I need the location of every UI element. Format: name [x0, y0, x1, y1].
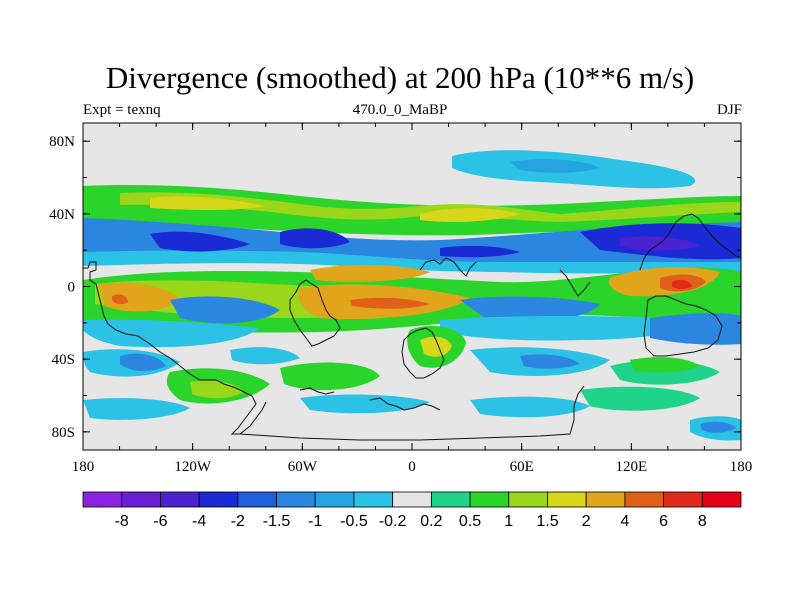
colorbar-label: -1 [308, 513, 322, 530]
colorbar-swatch [508, 491, 548, 508]
colorbar-label: 1.5 [536, 513, 558, 530]
experiment-label: Expt = texnq [83, 102, 161, 118]
tropic-blue-pacific [170, 296, 280, 324]
x-tick-label: 60E [510, 459, 534, 475]
y-axis: 80N 40N 0 40S 80S [49, 134, 741, 441]
colorbar-label: -8 [115, 513, 129, 530]
coastline-africa [401, 327, 445, 379]
north-lightgreen-band [120, 192, 741, 222]
south-cyan-6 [470, 396, 590, 418]
tropic-yellow-west [98, 282, 180, 312]
south-green-4 [630, 357, 700, 373]
south-blue-1 [120, 353, 166, 372]
colorbar-swatch [314, 491, 355, 508]
coastline-antarctica [239, 385, 585, 441]
arctic-blue-patch [510, 159, 600, 173]
north-blue-band [83, 218, 741, 269]
north-cyan-edge [83, 250, 741, 274]
north-darkblue-2 [280, 228, 350, 249]
colorbar-swatch [547, 491, 587, 508]
north-darkblue-4 [440, 245, 520, 258]
coastline-east-asia [639, 213, 741, 271]
south-africa-yellow [420, 336, 452, 357]
south-green-2 [280, 362, 380, 391]
colorbar-swatch [237, 491, 277, 508]
coastline-americas [83, 261, 267, 435]
colorbar: -8 -6 -4 -2 -1.5 -1 -0.5 -0.2 0.2 0.5 1 1.5 2 4 6 8 [82, 491, 742, 530]
colorbar-label: -0.2 [379, 513, 407, 530]
coastline-india [559, 269, 591, 297]
colorbar-label: 2 [582, 513, 591, 530]
coastline-small-2 [299, 387, 335, 395]
colorbar-swatch [121, 491, 161, 508]
x-tick-label: 0 [408, 459, 416, 475]
colorbar-swatch [663, 491, 703, 508]
period-label: 470.0_0_MaBP [352, 102, 448, 118]
y-tick-label: 80N [49, 134, 75, 150]
south-cyan-4 [83, 398, 190, 420]
x-tick-label: 180 [730, 459, 753, 475]
north-darkblue-1 [150, 231, 250, 252]
south-green-5 [580, 386, 700, 411]
y-tick-label: 40S [52, 352, 75, 368]
north-yellow-blob [150, 196, 265, 210]
coastline-europe-asia [419, 257, 477, 277]
tropic-cyan-pacific [83, 319, 260, 348]
x-tick-label: 120W [174, 459, 212, 475]
colorbar-label: -6 [153, 513, 167, 530]
x-tick-label: 120E [615, 459, 647, 475]
colorbar-label: 1 [504, 513, 513, 530]
tropic-orange-upper [310, 264, 430, 282]
y-tick-label: 80S [52, 425, 75, 441]
tropic-blue-east [650, 313, 741, 345]
colorbar-label: -4 [192, 513, 206, 530]
colorbar-swatch [198, 491, 239, 508]
south-cyan-5 [300, 394, 430, 414]
colorbar-swatch [353, 491, 394, 508]
tropic-cyan-indian [440, 316, 700, 341]
colorbar-swatch [392, 491, 432, 508]
tropic-red-streak [350, 297, 430, 309]
colorbar-swatch [624, 491, 664, 508]
south-blue-3 [520, 354, 580, 369]
colorbar-swatch [160, 491, 200, 508]
coastline-small-1 [369, 397, 441, 411]
x-tick-label: 180 [72, 459, 95, 475]
colorbar-label: 6 [659, 513, 668, 530]
tropic-hot-core [672, 279, 692, 289]
colorbar-label: 0.2 [420, 513, 442, 530]
south-lime-1 [190, 380, 244, 399]
south-cyan-2 [230, 347, 300, 365]
south-blue-7 [700, 421, 736, 433]
x-axis: 180 120W 60W 0 60E 120E 180 [72, 123, 753, 475]
coastline-australia [643, 295, 723, 357]
colorbar-swatch [82, 491, 123, 508]
colorbar-swatch [585, 491, 626, 508]
colorbar-label: -2 [231, 513, 245, 530]
colorbar-swatch [276, 491, 316, 508]
colorbar-label: -0.5 [340, 513, 368, 530]
coastlines [83, 213, 741, 441]
colorbar-swatch [701, 491, 742, 508]
coastline-south-america [289, 279, 341, 347]
chart-title: Divergence (smoothed) at 200 hPa (10**6 … [105, 60, 695, 95]
colorbar-swatch [430, 491, 471, 508]
colorbar-label: 4 [620, 513, 629, 530]
colorbar-swatch [469, 491, 510, 508]
north-yellow-blob-2 [420, 208, 520, 222]
colorbar-label: 0.5 [459, 513, 481, 530]
season-label: DJF [716, 102, 742, 118]
colorbar-label: 8 [698, 513, 707, 530]
y-tick-label: 40N [49, 207, 75, 223]
colorbar-label: -1.5 [263, 513, 291, 530]
tropic-red-west [112, 294, 128, 305]
y-tick-label: 0 [68, 280, 76, 296]
x-tick-label: 60W [288, 459, 318, 475]
